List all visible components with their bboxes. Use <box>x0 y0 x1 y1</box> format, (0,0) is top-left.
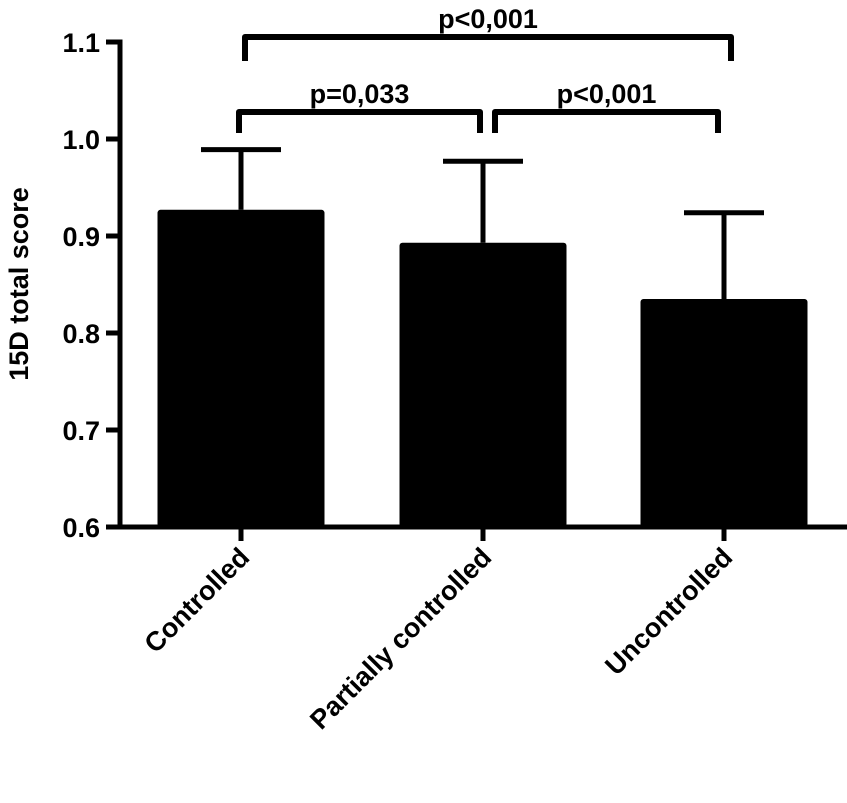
error-bars <box>201 147 764 300</box>
bars <box>157 209 808 528</box>
bar-uncontrolled <box>640 299 808 527</box>
x-category-label: Partially controlled <box>304 542 497 735</box>
y-tick-label: 0.7 <box>62 416 100 446</box>
y-axis-title: 15D total score <box>4 187 34 381</box>
y-tick-label: 0.8 <box>62 319 100 349</box>
significance-brackets: p=0,033 p<0,001 p<0,001 <box>236 4 734 133</box>
bar-controlled <box>157 209 325 527</box>
significance-bracket: p<0,001 <box>242 4 734 61</box>
y-tick-label: 1.1 <box>62 28 100 58</box>
x-category-label: Controlled <box>139 542 256 659</box>
significance-bracket: p<0,001 <box>492 79 721 133</box>
error-bar <box>684 210 764 300</box>
y-ticks: 0.6 0.7 0.8 0.9 1.0 1.1 <box>62 28 120 543</box>
p-value-label: p=0,033 <box>310 79 410 109</box>
y-tick-label: 1.0 <box>62 125 100 155</box>
y-tick-label: 0.6 <box>62 513 100 543</box>
p-value-label: p<0,001 <box>438 4 538 34</box>
error-bar <box>201 147 281 210</box>
p-value-label: p<0,001 <box>557 79 657 109</box>
significance-bracket: p=0,033 <box>236 79 483 133</box>
y-tick-label: 0.9 <box>62 222 100 252</box>
y-axis-title-group: 15D total score <box>4 187 34 381</box>
x-ticks: Controlled Partially controlled Uncontroll… <box>139 527 738 735</box>
x-category-label: Uncontrolled <box>599 542 738 681</box>
error-bar <box>443 158 523 243</box>
bar-partially-controlled <box>399 242 567 528</box>
